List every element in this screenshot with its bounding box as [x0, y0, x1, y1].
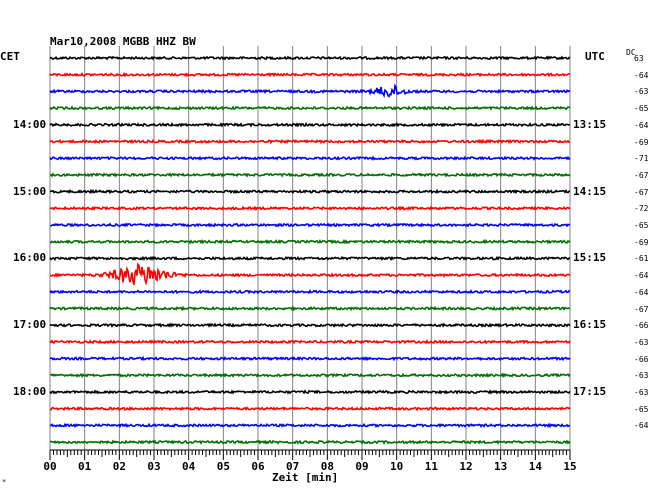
- dc-offset-label: -65: [634, 404, 649, 414]
- trace-3: [49, 105, 571, 111]
- dc-offset-label: -63: [634, 388, 649, 397]
- dc-offset-label: -69: [634, 237, 649, 247]
- x-tick-label-15: 15: [563, 460, 576, 473]
- x-tick-label-06: 06: [251, 460, 265, 473]
- x-tick-label-02: 02: [113, 460, 126, 473]
- dc-offset-label: -67: [634, 187, 649, 197]
- dc-offset-label: -61: [634, 254, 649, 264]
- dc-offset-label: -66: [634, 354, 649, 364]
- trace-20: [49, 389, 571, 395]
- dc-offset-label: -65: [634, 104, 649, 114]
- trace-0: [49, 55, 571, 61]
- dc-offset-label: -65: [634, 221, 649, 230]
- trace-22: [49, 422, 571, 429]
- dc-offset-label: 63: [634, 54, 644, 63]
- dc-offset-label: -71: [634, 154, 649, 164]
- x-tick-label-03: 03: [147, 460, 160, 473]
- left-hour-label: 17:00: [13, 318, 47, 332]
- trace-13: [49, 262, 571, 286]
- trace-8: [49, 188, 571, 195]
- dc-offset-label: -63: [634, 87, 649, 97]
- x-tick-label-01: 01: [78, 460, 92, 473]
- dc-offset-label: -67: [634, 170, 649, 180]
- left-timezone-label: CET: [0, 50, 20, 63]
- trace-4: [49, 122, 571, 128]
- dc-offset-label: -72: [634, 204, 649, 214]
- trace-19: [49, 372, 571, 379]
- left-hour-label: 14:00: [13, 117, 47, 131]
- trace-6: [49, 155, 571, 161]
- right-hour-label: 17:15: [573, 385, 607, 398]
- x-tick-label-07: 07: [286, 460, 299, 473]
- right-hour-label: 13:15: [573, 117, 607, 131]
- trace-1: [49, 71, 571, 78]
- x-tick-label-09: 09: [355, 460, 368, 473]
- dc-offset-label: -67: [634, 304, 649, 314]
- right-hour-label: 15:15: [573, 251, 607, 265]
- left-hour-label: 18:00: [13, 385, 47, 398]
- plot-title: Mar10,2008 MGBB HHZ BW: [50, 35, 196, 48]
- trace-15: [49, 305, 571, 312]
- trace-21: [49, 405, 571, 412]
- x-tick-label-05: 05: [217, 460, 230, 473]
- x-axis-label: Zeit [min]: [272, 471, 339, 484]
- x-tick-label-11: 11: [425, 460, 439, 473]
- dc-offset-label: -63: [634, 371, 649, 381]
- trace-7: [49, 172, 571, 178]
- trace-5: [49, 138, 571, 145]
- x-tick-label-12: 12: [459, 460, 472, 473]
- trace-17: [49, 339, 571, 345]
- x-tick-label-00: 00: [43, 460, 56, 473]
- trace-10: [50, 222, 571, 228]
- right-timezone-label: UTC: [585, 50, 605, 63]
- dc-offset-label: -64: [634, 421, 649, 431]
- corner-mark: *: [2, 478, 7, 486]
- right-hour-label: 14:15: [573, 184, 607, 198]
- x-tick-label-08: 08: [321, 460, 334, 473]
- dc-offset-label: -64: [634, 287, 649, 297]
- left-hour-label: 15:00: [13, 184, 47, 198]
- trace-12: [49, 255, 571, 262]
- dc-column-label: DC: [626, 48, 636, 57]
- trace-16: [49, 322, 571, 328]
- dc-offset-label: -64: [634, 120, 649, 130]
- trace-11: [49, 238, 571, 245]
- x-tick-label-13: 13: [494, 460, 507, 473]
- x-axis: 00 01 02 03 04 05 06 07 08 09 10 11 12 13 14 15: [43, 449, 577, 473]
- seismic-traces: [49, 55, 571, 445]
- dc-offset-label: -69: [634, 137, 649, 147]
- trace-2: [49, 83, 571, 99]
- trace-23: [49, 439, 571, 445]
- trace-18: [49, 355, 571, 362]
- dc-offset-label: -63: [634, 337, 649, 347]
- trace-14: [49, 288, 571, 295]
- x-tick-label-14: 14: [529, 460, 543, 473]
- minute-gridlines: [49, 46, 571, 450]
- dc-offset-label: -64: [634, 70, 649, 80]
- x-tick-label-10: 10: [390, 460, 403, 473]
- dc-offset-label: -64: [634, 271, 649, 281]
- trace-9: [49, 205, 571, 212]
- dc-offset-label: -66: [634, 321, 649, 331]
- right-hour-label: 16:15: [573, 318, 607, 332]
- left-hour-label: 16:00: [13, 251, 47, 265]
- x-tick-label-04: 04: [182, 460, 196, 473]
